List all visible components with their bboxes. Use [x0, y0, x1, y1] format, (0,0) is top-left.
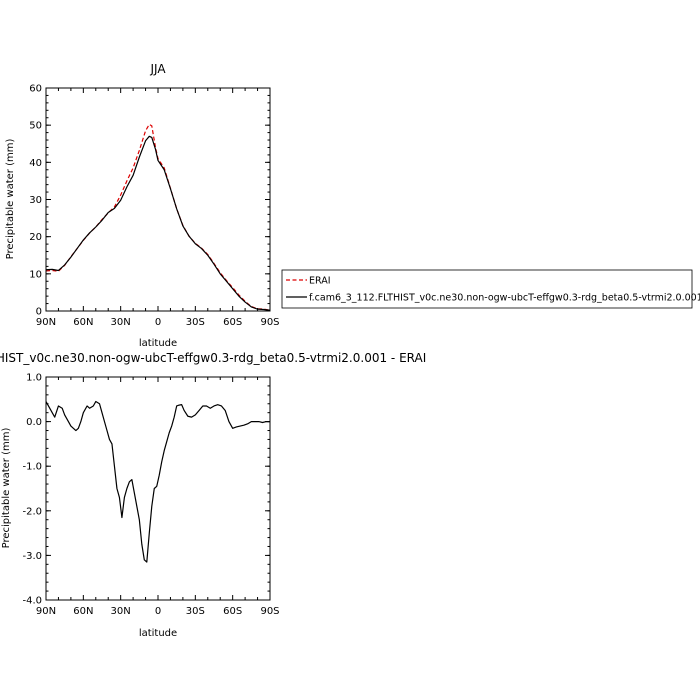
y-tick-label: 1.0 [26, 373, 42, 384]
x-tick-label: 0 [155, 317, 161, 328]
x-tick-label: 30N [111, 317, 131, 328]
bottom-plot-frame [45, 376, 271, 601]
bottom-ticks: 90N 60N 30N 0 30S 60S 90S -4.0 -3.0 -2.0 -1.0 0.0 1.… [22, 373, 279, 618]
y-tick-label: 40 [29, 158, 42, 169]
top-plot-frame [45, 87, 271, 312]
legend: ERAI f.cam6_3_112.FLTHIST_v0c.ne30.non-o… [281, 269, 700, 309]
top-chart-title: JJA [149, 62, 166, 76]
x-tick-label: 30S [186, 606, 205, 617]
top-panel: JJA latitude Precipitable water (mm) 90N… [5, 62, 280, 349]
legend-box [281, 269, 693, 309]
x-tick-label: 60N [73, 317, 93, 328]
y-tick-label: 10 [29, 269, 42, 280]
x-tick-label: 90N [36, 606, 56, 617]
bottom-y-axis-label: Precipitable water (mm) [1, 428, 12, 549]
bottom-x-axis-label: latitude [139, 628, 177, 639]
erai-series-line [45, 123, 271, 311]
y-tick-label: 50 [29, 121, 42, 132]
top-ticks: 90N 60N 30N 0 30S 60S 90S 0 10 20 30 40 50 60 [29, 84, 279, 329]
x-tick-label: 90S [260, 317, 279, 328]
top-x-axis-label: latitude [139, 338, 177, 349]
y-tick-label: -1.0 [22, 462, 42, 473]
y-tick-label: 20 [29, 232, 42, 243]
x-tick-label: 30N [111, 606, 131, 617]
bottom-chart-title: f.cam6_3_112.FLTHIST_v0c.ne30.non-ogw-ub… [0, 351, 426, 365]
bottom-panel: f.cam6_3_112.FLTHIST_v0c.ne30.non-ogw-ub… [0, 351, 426, 639]
y-tick-label: -4.0 [22, 596, 42, 607]
x-tick-label: 60S [223, 317, 242, 328]
top-series [45, 123, 271, 311]
y-tick-label: 0.0 [26, 417, 42, 428]
model-series-line [45, 400, 270, 563]
x-tick-label: 60N [73, 606, 93, 617]
bottom-series [45, 400, 270, 563]
x-tick-label: 0 [155, 606, 161, 617]
y-tick-label: 30 [29, 195, 42, 206]
top-y-axis-label: Precipitable water (mm) [5, 139, 16, 260]
y-tick-label: -3.0 [22, 551, 42, 562]
y-tick-label: 0 [36, 307, 42, 318]
legend-erai-label: ERAI [309, 276, 331, 287]
y-tick-label: 60 [29, 84, 42, 95]
x-tick-label: 90S [260, 606, 279, 617]
y-tick-label: -2.0 [22, 506, 42, 517]
x-tick-label: 60S [223, 606, 242, 617]
x-tick-label: 30S [186, 317, 205, 328]
x-tick-label: 90N [36, 317, 56, 328]
legend-model-label: f.cam6_3_112.FLTHIST_v0c.ne30.non-ogw-ub… [309, 293, 700, 304]
model-series-line [45, 135, 271, 311]
